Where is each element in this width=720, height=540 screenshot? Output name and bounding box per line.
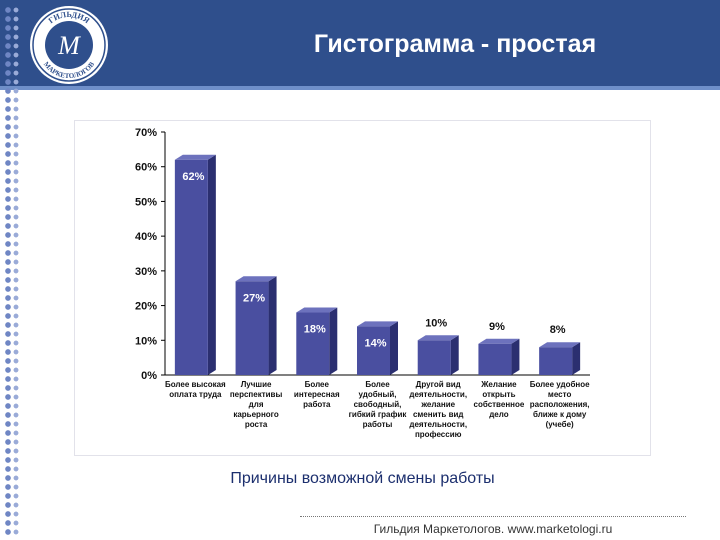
y-tick-label-60: 60%: [135, 162, 157, 174]
category-label-2: Более интересная работа: [294, 380, 340, 409]
page-title: Гистограмма - простая: [313, 30, 597, 58]
header-band: [0, 0, 720, 90]
y-tick-label-70: 70%: [135, 127, 157, 139]
category-label-1: Лучшие перспективы для карьерного роста: [230, 380, 283, 429]
chart-panel: 0% 10% 20% 30% 40% 50% 60% 70% 62% Более высокая о…: [75, 121, 650, 455]
data-label-6: 8%: [550, 324, 566, 336]
bar-top-4: [417, 335, 459, 341]
y-tick-label-0: 0%: [141, 370, 157, 382]
bar-0: [174, 159, 208, 375]
chart-caption: Причины возможной смены работы: [230, 470, 495, 487]
bar-side-1: [268, 276, 277, 375]
bar-2: [296, 312, 330, 375]
data-label-2: 18%: [304, 324, 326, 336]
bar-top-1: [235, 276, 277, 282]
bar-side-0: [207, 154, 216, 375]
category-label-5: Желание открыть собственное дело: [474, 380, 525, 419]
bar-1: [235, 281, 269, 375]
bar-side-5: [511, 338, 520, 375]
category-label-0: Более высокая оплата труда: [165, 380, 226, 399]
bar-side-6: [572, 342, 581, 375]
footer-text: Гильдия Маркетологов. www.marketologi.ru: [373, 522, 613, 536]
category-label-6: Более удобное место расположения, ближе к д…: [530, 380, 590, 429]
data-label-1: 27%: [243, 292, 265, 304]
y-tick-label-50: 50%: [135, 196, 157, 208]
category-label-4: Другой вид деятельности, желание сменить ви…: [409, 380, 467, 439]
bar-top-0: [174, 154, 216, 160]
logo-monogram: М: [57, 31, 81, 60]
bar-6: [539, 347, 573, 375]
y-tick-label-20: 20%: [135, 301, 157, 313]
y-tick-label-30: 30%: [135, 266, 157, 278]
data-label-3: 14%: [364, 337, 386, 349]
bar-side-3: [390, 321, 398, 375]
y-tick-label-40: 40%: [135, 231, 157, 243]
category-label-3: Более удобный, свободный, гибкий график рабо…: [349, 380, 408, 429]
bar-top-5: [478, 338, 520, 344]
bar-top-3: [357, 321, 398, 327]
data-label-0: 62%: [182, 171, 204, 183]
bar-4: [417, 340, 451, 375]
guild-logo-icon: ГИЛЬДИЯ МАРКЕТОЛОГОВ М: [30, 6, 108, 84]
bar-top-2: [296, 307, 338, 313]
bar-3: [357, 326, 390, 375]
bar-top-6: [539, 342, 581, 348]
bar-chart: 0% 10% 20% 30% 40% 50% 60% 70% 62% Более высокая о…: [135, 127, 590, 439]
bar-side-4: [450, 335, 459, 375]
data-label-4: 10%: [425, 317, 447, 329]
y-tick-label-10: 10%: [135, 335, 157, 347]
footer-divider: [300, 516, 686, 517]
bar-5: [478, 343, 512, 375]
dotted-border-decoration: [4, 6, 20, 536]
bar-side-2: [329, 307, 338, 375]
data-label-5: 9%: [489, 321, 505, 333]
